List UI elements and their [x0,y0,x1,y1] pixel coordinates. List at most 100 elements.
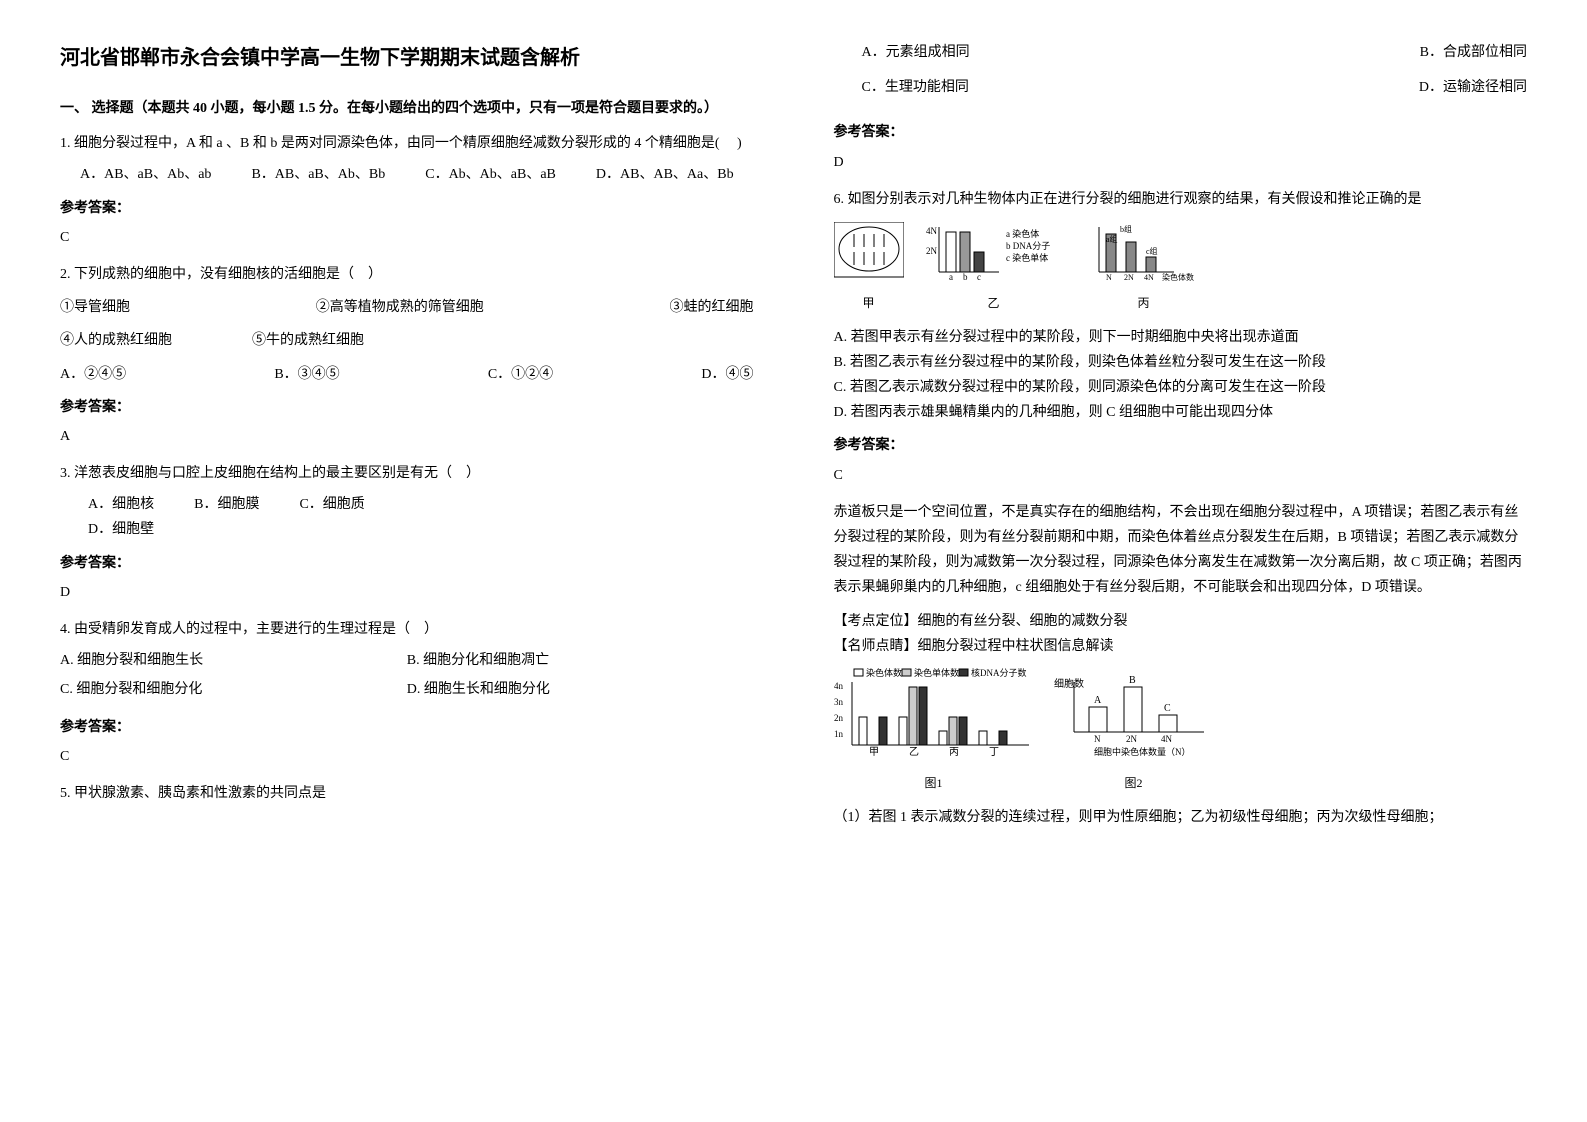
question-4: 4. 由受精卵发育成人的过程中，主要进行的生理过程是（ ） A. 细胞分裂和细胞… [60,617,754,769]
svg-text:4n: 4n [834,681,844,691]
q6-bottom-svg1: 染色体数 染色单体数 核DNA分子数 4n 3n 2n 1n [834,667,1034,762]
q6-point-label: 【考点定位】 [834,614,918,629]
q6-teacher: 【名师点睛】细胞分裂过程中柱状图信息解读 [834,634,1528,659]
q1-opt-d: D．AB、AB、Aa、Bb [596,162,734,187]
question-3: 3. 洋葱表皮细胞与口腔上皮细胞在结构上的最主要区别是有无（ ） A．细胞核 B… [60,461,754,605]
q4-answer: C [60,744,754,769]
q2-items-row2: ④人的成熟红细胞 ⑤牛的成熟红细胞 [60,328,754,353]
q4-text: 4. 由受精卵发育成人的过程中，主要进行的生理过程是（ ） [60,617,754,642]
svg-text:c组: c组 [1146,246,1158,256]
q4-answer-label: 参考答案： [60,715,754,740]
q6-fig3-wrap: b组 a组 c组 N 2N 4N 染色体数 丙 [1084,222,1204,315]
q3-opt-c: C．细胞质 [299,492,364,517]
q1-opt-c: C．Ab、Ab、aB、aB [425,162,556,187]
q6-text: 6. 如图分别表示对几种生物体内正在进行分裂的细胞进行观察的结果，有关假设和推论… [834,187,1528,212]
q3-answer: D [60,580,754,605]
q1-answer: C [60,225,754,250]
question-5-start: 5. 甲状腺激素、胰岛素和性激素的共同点是 [60,781,754,806]
q4-opt-a: A. 细胞分裂和细胞生长 [60,648,407,673]
q1-answer-label: 参考答案： [60,196,754,221]
q6-point: 【考点定位】细胞的有丝分裂、细胞的减数分裂 [834,609,1528,634]
q1-opt-b: B．AB、aB、Ab、Bb [251,162,385,187]
q5-answer-label: 参考答案： [834,120,1528,145]
q1-text: 1. 细胞分裂过程中，A 和 a 、B 和 b 是两对同源染色体，由同一个精原细… [60,131,754,156]
q2-opt-a: A．②④⑤ [60,362,126,387]
section-1-header: 一、 选择题（本题共 40 小题，每小题 1.5 分。在每小题给出的四个选项中，… [60,96,754,121]
svg-text:4N: 4N [926,226,938,236]
q2-item1: ①导管细胞 [60,295,130,320]
svg-text:1n: 1n [834,729,844,739]
q3-opt-a: A．细胞核 [88,492,154,517]
q5-opt-d: D．运输途径相同 [1419,75,1527,100]
svg-text:N: N [1094,734,1101,744]
svg-text:2N: 2N [1126,734,1138,744]
q2-item4: ④人的成熟红细胞 [60,328,172,353]
q5-text: 5. 甲状腺激素、胰岛素和性激素的共同点是 [60,781,754,806]
svg-text:乙: 乙 [909,746,919,758]
q2-item3: ③蛙的红细胞 [670,295,754,320]
q6-point-text: 细胞的有丝分裂、细胞的减数分裂 [918,614,1128,629]
svg-text:染色体数: 染色体数 [866,667,902,678]
q6-explanation: 赤道板只是一个空间位置，不是真实存在的细胞结构，不会出现在细胞分裂过程中，A 项… [834,500,1528,601]
q5-opt-c: C．生理功能相同 [834,75,969,100]
q1-options: A．AB、aB、Ab、ab B．AB、aB、Ab、Bb C．Ab、Ab、aB、a… [80,162,754,187]
q6-teacher-label: 【名师点睛】 [834,639,918,654]
q1-opt-a: A．AB、aB、Ab、ab [80,162,211,187]
q2-items-row1: ①导管细胞 ②高等植物成熟的筛管细胞 ③蛙的红细胞 [60,295,754,320]
svg-text:a组: a组 [1106,234,1118,244]
q6-fig-bottom2: 细胞数 A B C N 2N 4N 细胞中染色体数量（N） [1054,667,1214,795]
q6-answer: C [834,463,1528,488]
q2-text: 2. 下列成熟的细胞中，没有细胞核的活细胞是（ ） [60,262,754,287]
q6-fig1-svg [834,222,904,282]
q6-opt-d: D. 若图丙表示雄果蝇精巢内的几种细胞，则 C 组细胞中可能出现四分体 [834,400,1528,425]
svg-text:2n: 2n [834,713,844,723]
q5-opt-a: A．元素组成相同 [834,40,970,65]
svg-text:核DNA分子数: 核DNA分子数 [971,667,1027,678]
svg-text:c: c [977,272,981,282]
q2-opt-c: C．①②④ [488,362,553,387]
svg-text:a: a [949,272,953,282]
q4-opt-d: D. 细胞生长和细胞分化 [407,677,754,702]
q4-opt-c: C. 细胞分裂和细胞分化 [60,677,407,702]
q6-bottom-fig2-label: 图2 [1054,773,1214,795]
q5-opt-b: B．合成部位相同 [1420,40,1527,65]
svg-text:染色体数: 染色体数 [1162,272,1194,282]
q2-answer: A [60,424,754,449]
q6-fig2-label: 乙 [924,293,1064,315]
q6-fig1-label: 甲 [834,293,904,315]
svg-text:2N: 2N [1124,273,1134,282]
q4-opt-b: B. 细胞分化和细胞凋亡 [407,648,754,673]
svg-text:b DNA分子: b DNA分子 [1006,241,1050,251]
q6-opt-b: B. 若图乙表示有丝分裂过程中的某阶段，则染色体着丝粒分裂可发生在这一阶段 [834,350,1528,375]
q6-bottom-figures: 染色体数 染色单体数 核DNA分子数 4n 3n 2n 1n [834,667,1528,795]
svg-text:3n: 3n [834,697,844,707]
page-container: 河北省邯郸市永合会镇中学高一生物下学期期末试题含解析 一、 选择题（本题共 40… [60,40,1527,842]
q6-bottom-svg2: 细胞数 A B C N 2N 4N 细胞中染色体数量（N） [1054,667,1214,762]
q6-conclusion1: （1）若图 1 表示减数分裂的连续过程，则甲为性原细胞；乙为初级性母细胞；丙为次… [834,805,1528,830]
q2-options: A．②④⑤ B．③④⑤ C．①②④ D．④⑤ [60,362,754,387]
svg-text:4N: 4N [1144,273,1154,282]
svg-text:染色单体数: 染色单体数 [914,667,959,678]
q2-item5: ⑤牛的成熟红细胞 [252,328,364,353]
svg-text:丁: 丁 [989,747,999,758]
svg-text:B: B [1129,675,1136,686]
q6-fig2-wrap: 4N 2N a b c a 染色体 b DNA分子 c 染色单体 乙 [924,222,1064,315]
question-6: 6. 如图分别表示对几种生物体内正在进行分裂的细胞进行观察的结果，有关假设和推论… [834,187,1528,830]
q3-text: 3. 洋葱表皮细胞与口腔上皮细胞在结构上的最主要区别是有无（ ） [60,461,754,486]
svg-text:b组: b组 [1120,224,1132,234]
q6-fig1-wrap: 甲 [834,222,904,315]
q3-answer-label: 参考答案： [60,551,754,576]
svg-text:C: C [1164,703,1171,714]
q3-options: A．细胞核 B．细胞膜 C．细胞质 D．细胞壁 [60,492,754,542]
q6-fig2-svg: 4N 2N a b c a 染色体 b DNA分子 c 染色单体 [924,222,1064,282]
svg-text:细胞中染色体数量（N）: 细胞中染色体数量（N） [1094,746,1191,757]
q2-opt-d: D．④⑤ [701,362,753,387]
q6-answer-label: 参考答案： [834,433,1528,458]
q6-fig3-svg: b组 a组 c组 N 2N 4N 染色体数 [1084,222,1204,282]
q6-fig-bottom1: 染色体数 染色单体数 核DNA分子数 4n 3n 2n 1n [834,667,1034,795]
svg-text:甲: 甲 [869,747,879,758]
q6-teacher-text: 细胞分裂过程中柱状图信息解读 [918,639,1114,654]
q6-opt-a: A. 若图甲表示有丝分裂过程中的某阶段，则下一时期细胞中央将出现赤道面 [834,325,1528,350]
right-column: A．元素组成相同 B．合成部位相同 C．生理功能相同 D．运输途径相同 参考答案… [834,40,1528,842]
q5-answer: D [834,150,1528,175]
